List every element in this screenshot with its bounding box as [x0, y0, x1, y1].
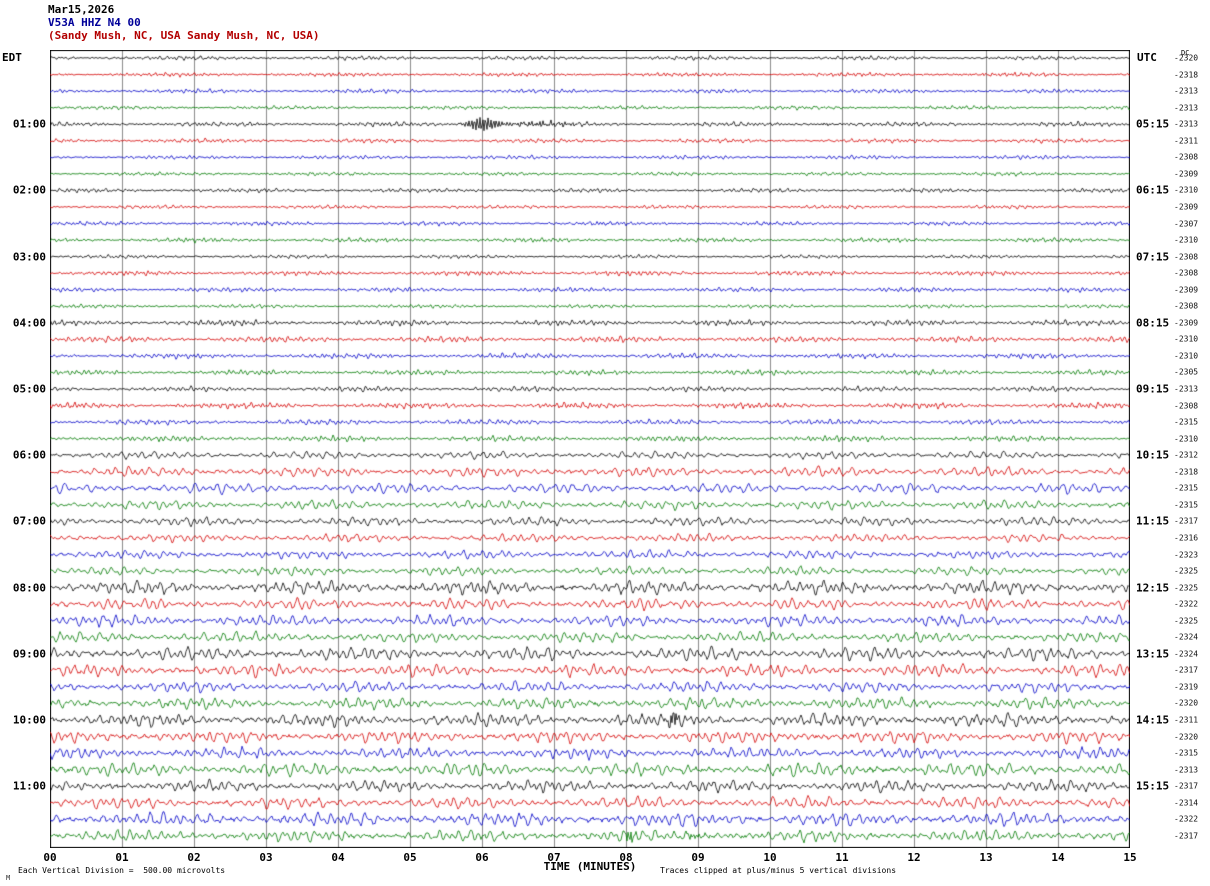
dc-offset-value: -2325	[1174, 583, 1199, 593]
dc-offset-value: -2308	[1174, 268, 1199, 278]
dc-offset-value: -2312	[1174, 450, 1199, 460]
dc-offset-value: -2309	[1174, 202, 1199, 212]
corner-mark: M	[6, 874, 11, 882]
utc-hour-label: 07:15	[1136, 250, 1170, 264]
dc-offset-value: -2325	[1174, 566, 1199, 576]
utc-hour-label: 09:15	[1136, 382, 1170, 396]
dc-offset-value: -2315	[1174, 500, 1199, 510]
edt-hour-label: 06:00	[12, 448, 46, 462]
dc-offset-value: -2318	[1174, 70, 1199, 80]
dc-offset-value: -2316	[1174, 533, 1199, 543]
dc-offset-value: -2320	[1174, 698, 1199, 708]
dc-offset-value: -2322	[1174, 814, 1199, 824]
dc-offset-value: -2305	[1174, 367, 1199, 377]
dc-offset-value: -2308	[1174, 252, 1199, 262]
dc-offset-value: -2315	[1174, 748, 1199, 758]
dc-offset-value: -2318	[1174, 467, 1199, 477]
x-tick-label: 11	[835, 851, 849, 864]
dc-offset-value: -2308	[1174, 301, 1199, 311]
edt-hour-label: 02:00	[12, 183, 46, 197]
edt-hour-label: 01:00	[12, 117, 46, 131]
dc-offset-value: -2313	[1174, 103, 1199, 113]
dc-offset-value: -2317	[1174, 831, 1199, 841]
utc-hour-label: 06:15	[1136, 183, 1170, 197]
dc-offset-value: -2315	[1174, 483, 1199, 493]
dc-offset-value: -2309	[1174, 285, 1199, 295]
dc-offset-value: -2309	[1174, 318, 1199, 328]
dc-offset-value: -2310	[1174, 235, 1199, 245]
utc-hour-label: 08:15	[1136, 316, 1170, 330]
dc-offset-value: -2314	[1174, 798, 1199, 808]
edt-hour-label: 07:00	[12, 514, 46, 528]
title-location: (Sandy Mush, NC, USA Sandy Mush, NC, USA…	[48, 29, 320, 42]
x-tick-label: 08	[619, 851, 633, 864]
x-tick-label: 05	[403, 851, 417, 864]
right-axis-header: UTC	[1137, 51, 1157, 64]
utc-hour-label: 13:15	[1136, 647, 1170, 661]
edt-hour-label: 11:00	[12, 779, 46, 793]
dc-offset-value: -2310	[1174, 334, 1199, 344]
dc-offset-value: -2309	[1174, 169, 1199, 179]
x-tick-label: 04	[331, 851, 345, 864]
utc-hour-label: 10:15	[1136, 448, 1170, 462]
title-block: Mar15,2026 V53A HHZ N4 00 (Sandy Mush, N…	[48, 3, 320, 42]
edt-hour-label: 08:00	[12, 581, 46, 595]
x-tick-label: 13	[979, 851, 993, 864]
dc-offset-value: -2308	[1174, 152, 1199, 162]
utc-hour-label: 14:15	[1136, 713, 1170, 727]
edt-hour-label: 05:00	[12, 382, 46, 396]
dc-offset-value: -2311	[1174, 136, 1199, 146]
scale-note: Each Vertical Division = 500.00 microvol…	[18, 866, 226, 875]
left-axis-header: EDT	[2, 51, 22, 64]
dc-offset-value: -2320	[1174, 53, 1199, 63]
dc-offset-value: -2313	[1174, 119, 1199, 129]
dc-offset-value: -2311	[1174, 715, 1199, 725]
x-tick-label: 10	[763, 851, 777, 864]
dc-offset-value: -2317	[1174, 781, 1199, 791]
title-date: Mar15,2026	[48, 3, 115, 16]
dc-offset-value: -2320	[1174, 732, 1199, 742]
utc-hour-label: 11:15	[1136, 514, 1170, 528]
dc-offset-value: -2310	[1174, 434, 1199, 444]
edt-hour-label: 09:00	[12, 647, 46, 661]
dc-offset-value: -2322	[1174, 599, 1199, 609]
x-tick-label: 09	[691, 851, 705, 864]
x-tick-label: 01	[115, 851, 129, 864]
x-axis-label: TIME (MINUTES)	[543, 860, 637, 873]
edt-hour-label: 10:00	[12, 713, 46, 727]
x-tick-label: 12	[907, 851, 921, 864]
dc-offset-value: -2324	[1174, 632, 1199, 642]
dc-offset-value: -2317	[1174, 516, 1199, 526]
clip-note: Traces clipped at plus/minus 5 vertical …	[660, 866, 897, 875]
edt-hour-label: 03:00	[12, 250, 46, 264]
utc-hour-label: 12:15	[1136, 581, 1170, 595]
dc-offset-value: -2315	[1174, 417, 1199, 427]
x-tick-label: 06	[475, 851, 489, 864]
dc-offset-value: -2317	[1174, 665, 1199, 675]
dc-offset-value: -2310	[1174, 351, 1199, 361]
utc-hour-label: 15:15	[1136, 779, 1170, 793]
x-tick-label: 02	[187, 851, 201, 864]
x-tick-label: 14	[1051, 851, 1065, 864]
dc-offset-value: -2319	[1174, 682, 1199, 692]
dc-offset-value: -2313	[1174, 384, 1199, 394]
seismogram-plot	[50, 50, 1130, 848]
dc-offset-value: -2313	[1174, 86, 1199, 96]
dc-offset-value: -2308	[1174, 401, 1199, 411]
title-station: V53A HHZ N4 00	[48, 16, 141, 29]
x-tick-label: 03	[259, 851, 273, 864]
dc-column-header: DC	[1181, 49, 1190, 57]
dc-offset-value: -2310	[1174, 185, 1199, 195]
dc-offset-value: -2324	[1174, 649, 1199, 659]
dc-offset-value: -2323	[1174, 550, 1199, 559]
dc-offset-value: -2325	[1174, 616, 1199, 626]
dc-offset-value: -2313	[1174, 765, 1199, 775]
x-tick-label: 00	[43, 851, 57, 864]
x-tick-label: 15	[1123, 851, 1137, 864]
x-tick-label: 07	[547, 851, 561, 864]
utc-hour-label: 05:15	[1136, 117, 1170, 131]
edt-hour-label: 04:00	[12, 316, 46, 330]
dc-offset-value: -2307	[1174, 219, 1199, 228]
